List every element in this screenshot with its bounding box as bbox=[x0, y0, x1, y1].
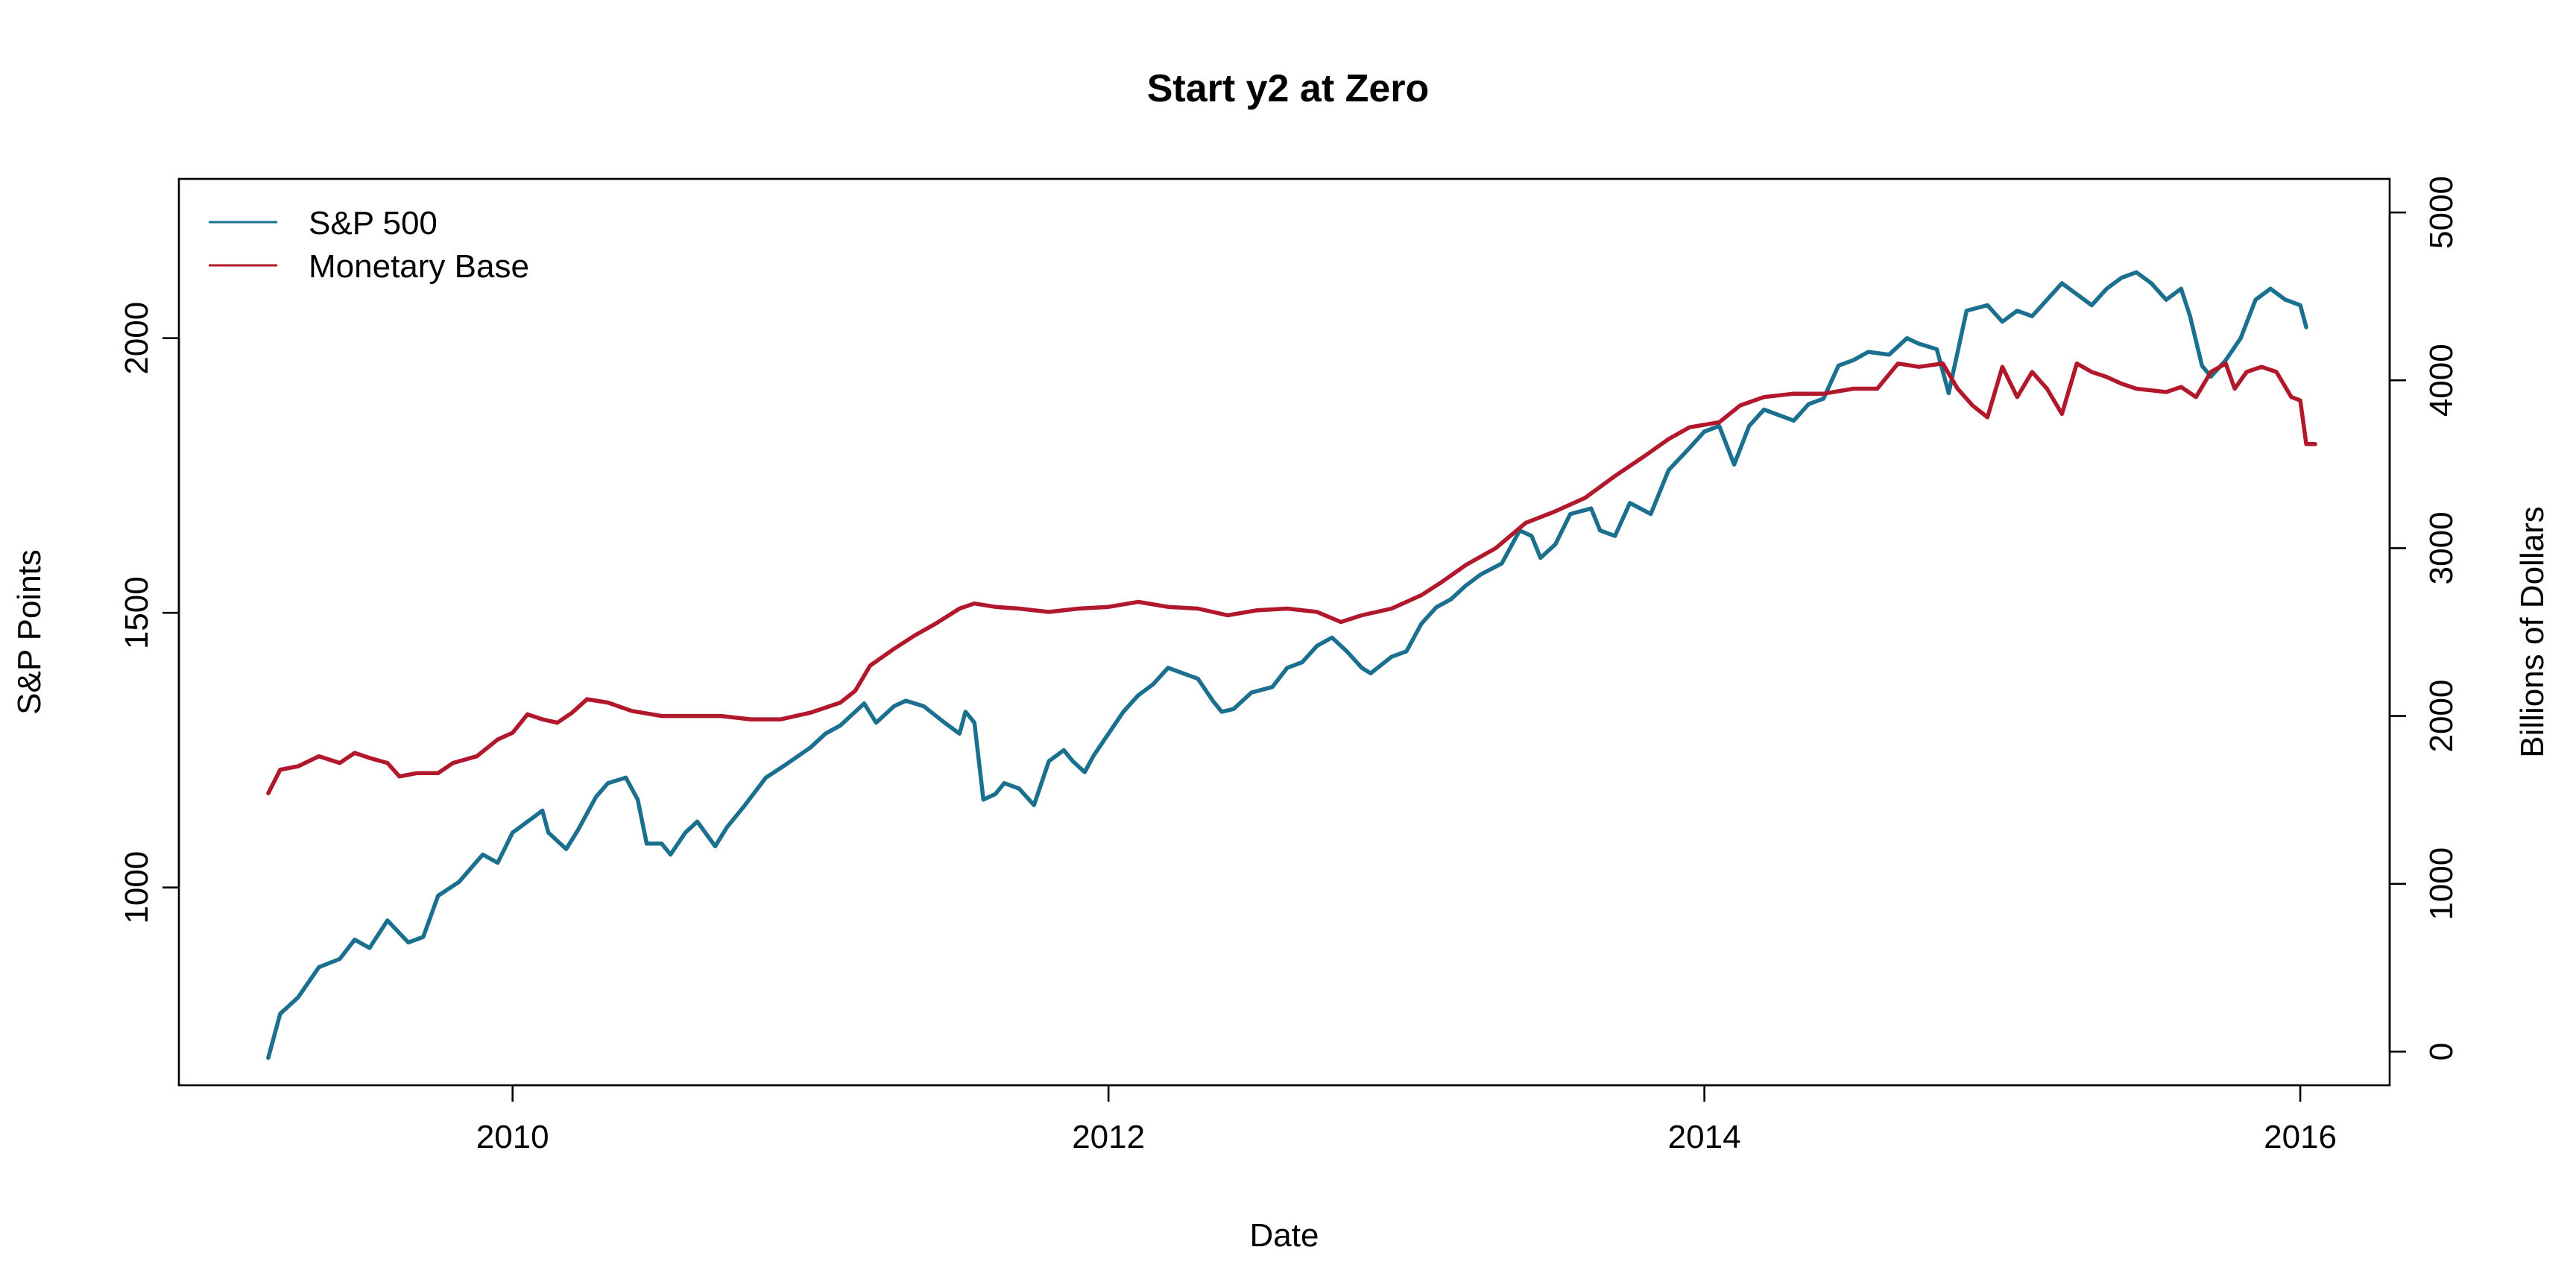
y-axis-title: S&P Points bbox=[11, 549, 48, 715]
x-axis-title: Date bbox=[1250, 1217, 1319, 1254]
y2-tick-label: 5000 bbox=[2423, 176, 2460, 249]
y2-tick-label: 3000 bbox=[2423, 511, 2460, 584]
legend: S&P 500 Monetary Base bbox=[209, 205, 529, 285]
series-line-monetary-base bbox=[266, 361, 2317, 795]
x-tick-label: 2012 bbox=[1072, 1119, 1145, 1155]
legend-label-sp500: S&P 500 bbox=[309, 205, 438, 242]
plot-area-frame bbox=[177, 177, 2391, 1087]
y-tick-label: 2000 bbox=[119, 302, 155, 375]
x-axis: 2010 2012 2014 2016 bbox=[476, 1084, 2337, 1155]
x-tick-label: 2016 bbox=[2264, 1119, 2337, 1155]
y2-axis-title: Billions of Dollars bbox=[2514, 506, 2551, 757]
y2-tick-label: 4000 bbox=[2423, 344, 2460, 417]
x-tick-label: 2014 bbox=[1668, 1119, 1741, 1155]
y2-tick-label: 0 bbox=[2423, 1043, 2460, 1061]
chart-title: Start y2 at Zero bbox=[1147, 67, 1430, 110]
series-layer bbox=[266, 270, 2317, 1060]
y2-tick-label: 2000 bbox=[2423, 680, 2460, 753]
y-axis-right: 0 1000 2000 3000 4000 5000 bbox=[2388, 176, 2460, 1061]
x-tick-label: 2010 bbox=[476, 1119, 549, 1155]
y-axis-left: 1000 1500 2000 bbox=[119, 302, 180, 924]
legend-label-monetary-base: Monetary Base bbox=[309, 248, 529, 285]
series-line-sp500 bbox=[266, 270, 2308, 1060]
y2-tick-label: 1000 bbox=[2423, 847, 2460, 921]
y-tick-label: 1000 bbox=[119, 851, 155, 924]
y-tick-label: 1500 bbox=[119, 576, 155, 649]
